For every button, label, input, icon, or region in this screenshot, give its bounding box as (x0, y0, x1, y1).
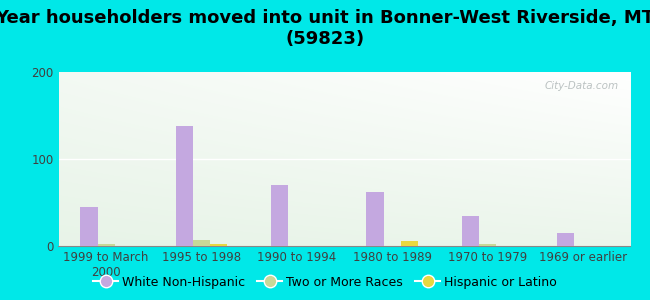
Text: Year householders moved into unit in Bonner-West Riverside, MT
(59823): Year householders moved into unit in Bon… (0, 9, 650, 48)
Bar (176, 126, 193, 246)
Bar (98, 244, 115, 246)
Bar (557, 233, 574, 246)
Bar (367, 192, 384, 246)
Bar (193, 240, 210, 246)
Legend: White Non-Hispanic, Two or More Races, Hispanic or Latino: White Non-Hispanic, Two or More Races, H… (88, 271, 562, 294)
Bar (401, 241, 418, 246)
Bar (271, 185, 288, 246)
Text: City-Data.com: City-Data.com (545, 81, 619, 91)
Bar (479, 244, 496, 246)
Bar (81, 207, 98, 246)
Bar (210, 244, 228, 246)
Bar (462, 215, 479, 246)
